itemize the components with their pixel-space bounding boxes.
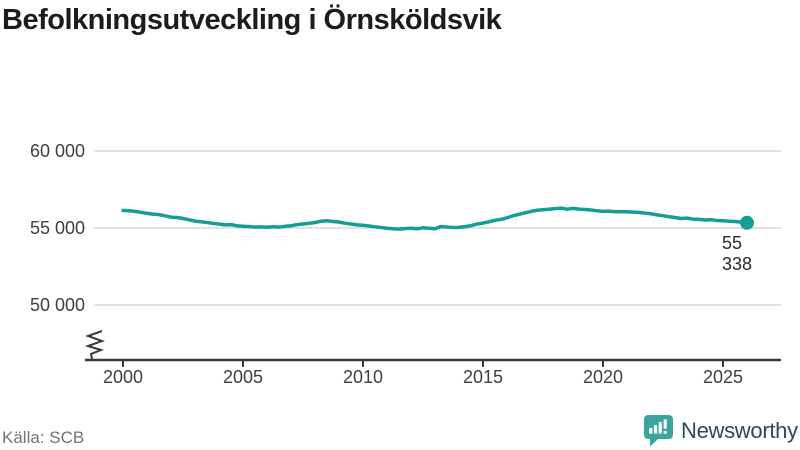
x-tick-label-2020: 2020 bbox=[582, 367, 624, 387]
x-tick-label-2010: 2010 bbox=[342, 367, 384, 387]
y-tick-label-55000: 55 000 bbox=[29, 218, 85, 238]
x-axis-ticks bbox=[122, 360, 724, 367]
newsworthy-wordmark: Newsworthy bbox=[681, 418, 798, 443]
axis-break-icon bbox=[84, 330, 105, 360]
last-point-marker bbox=[740, 215, 754, 230]
x-tick-label-2015: 2015 bbox=[462, 367, 504, 387]
newsworthy-logo: Newsworthy bbox=[644, 415, 798, 447]
source-label: Källa: SCB bbox=[2, 428, 85, 447]
x-tick-label-2000: 2000 bbox=[102, 367, 144, 387]
last-value-label: 55 338 bbox=[722, 233, 753, 274]
population-line bbox=[121, 206, 749, 231]
y-tick-label-50000: 50 000 bbox=[29, 295, 85, 315]
x-tick-label-2025: 2025 bbox=[702, 367, 744, 387]
chart-title: Befolkningsutveckling i Örnsköldsvik bbox=[2, 4, 502, 36]
x-tick-label-2005: 2005 bbox=[222, 367, 264, 387]
y-tick-label-60000: 60 000 bbox=[29, 141, 85, 161]
newsworthy-bubble-chart-icon bbox=[644, 415, 673, 447]
